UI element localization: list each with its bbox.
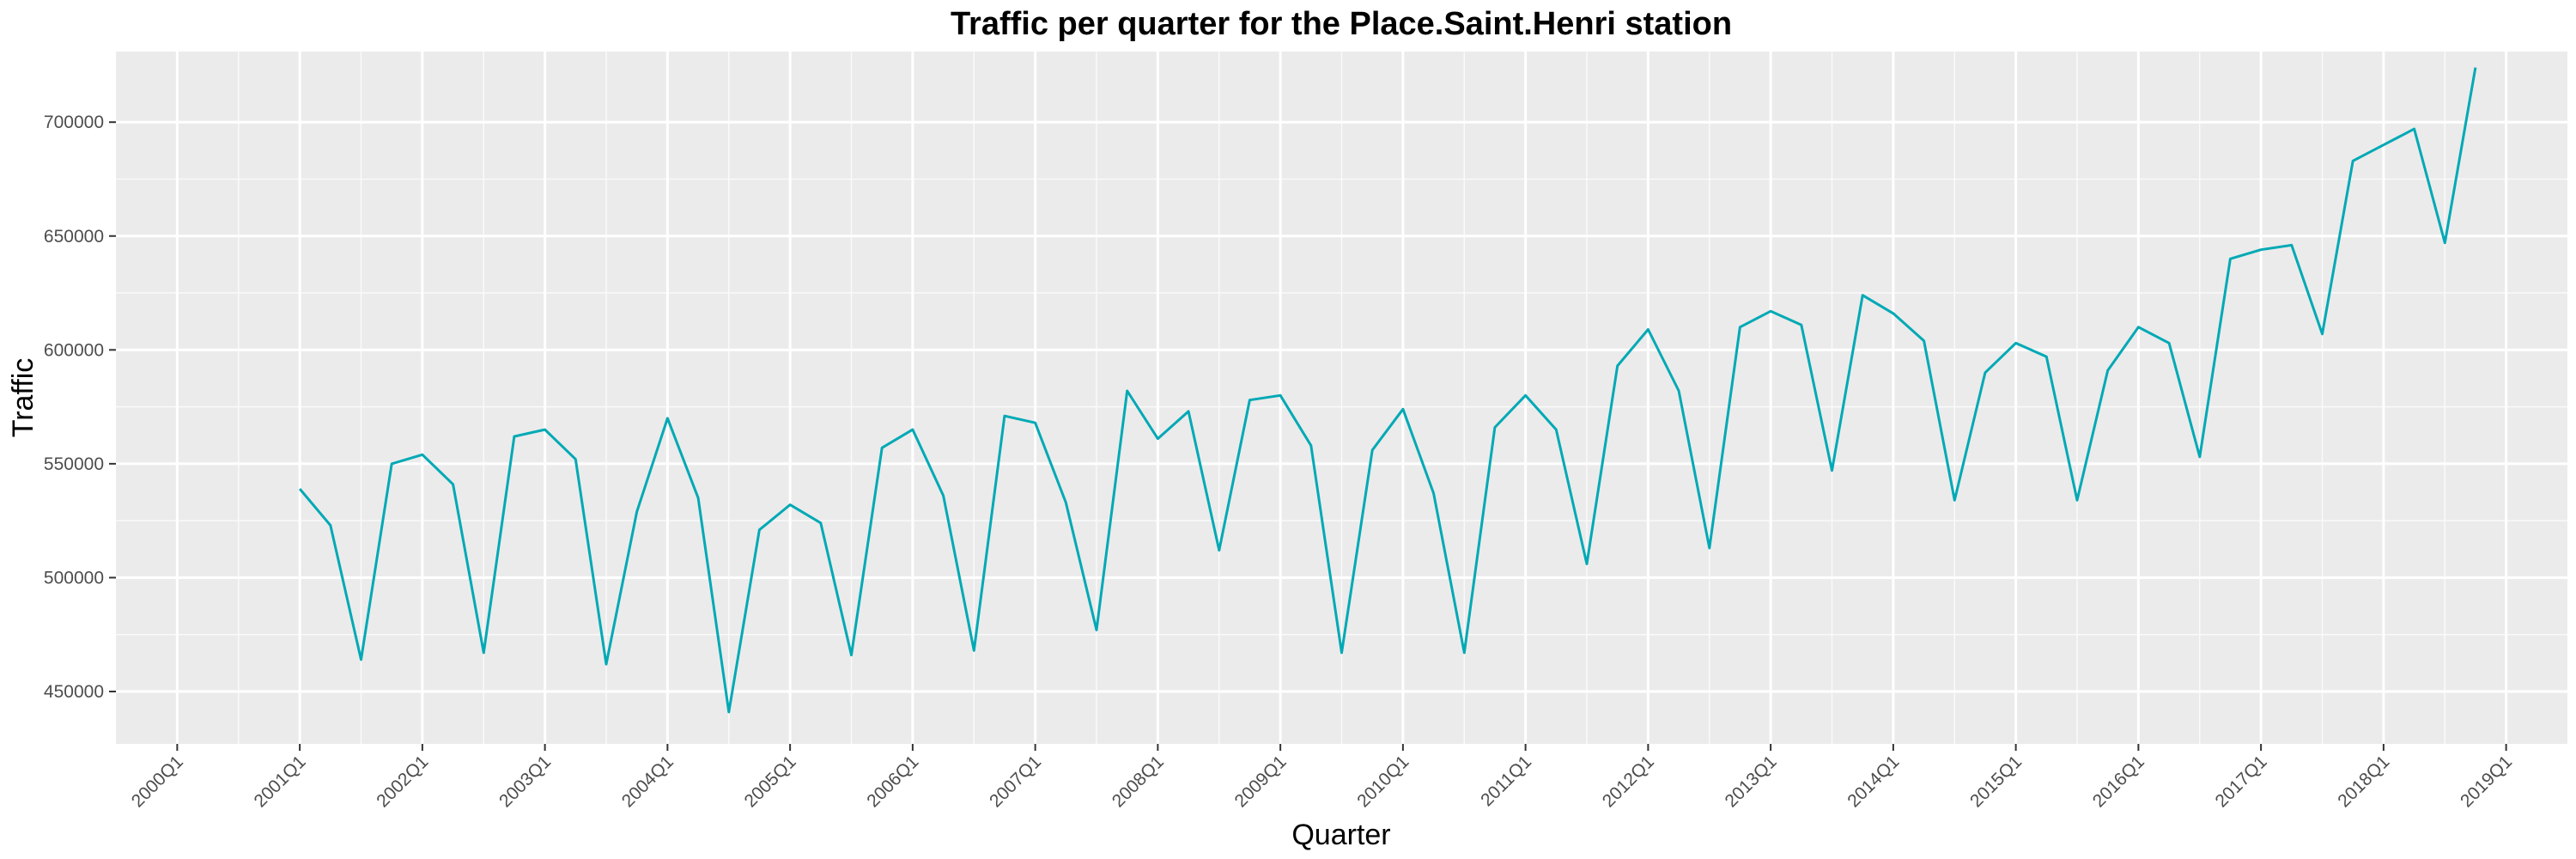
x-tick-label: 2016Q1 [2089, 752, 2148, 811]
minor-gridlines [116, 52, 2567, 744]
x-tick-label: 2003Q1 [495, 752, 555, 811]
x-tick-label: 2005Q1 [741, 752, 800, 811]
y-tick-label: 550000 [44, 454, 104, 474]
x-tick-label: 2011Q1 [1477, 752, 1535, 810]
y-tick-label: 450000 [44, 682, 104, 702]
x-tick-label: 2004Q1 [618, 752, 677, 811]
x-tick-label: 2019Q1 [2457, 752, 2516, 811]
x-axis-title: Quarter [1291, 819, 1390, 851]
x-tick-label: 2010Q1 [1353, 752, 1413, 811]
chart-title: Traffic per quarter for the Place.Saint.… [951, 6, 1732, 42]
series-line [298, 67, 2477, 714]
y-tick-label: 700000 [44, 113, 104, 132]
x-tick-label: 2018Q1 [2334, 752, 2393, 811]
major-gridlines [116, 52, 2567, 744]
x-tick-label: 2013Q1 [1722, 752, 1781, 811]
x-tick-label: 2015Q1 [1966, 752, 2026, 811]
x-tick-label: 2006Q1 [863, 752, 922, 811]
y-axis-title: Traffic [7, 358, 39, 438]
series-layer [298, 67, 2477, 714]
y-tick-label: 600000 [44, 340, 104, 360]
x-tick-label: 2014Q1 [1844, 752, 1903, 811]
x-tick-label: 2007Q1 [986, 752, 1045, 811]
y-tick-label: 650000 [44, 227, 104, 247]
x-tick-label: 2017Q1 [2212, 752, 2271, 811]
x-tick-label: 2002Q1 [373, 752, 432, 811]
x-tick-label: 2012Q1 [1599, 752, 1658, 811]
x-axis: 2000Q1 2001Q1 2002Q1 2003Q1 2004Q1 2005Q1 2006… [128, 744, 2516, 811]
x-tick-label: 2000Q1 [128, 752, 187, 811]
x-tick-label: 2009Q1 [1231, 752, 1291, 811]
y-axis: 450000 500000 550000 600000 650000 700000 [44, 113, 116, 702]
y-tick-label: 500000 [44, 568, 104, 588]
x-tick-label: 2001Q1 [251, 752, 310, 811]
x-tick-label: 2008Q1 [1109, 752, 1168, 811]
